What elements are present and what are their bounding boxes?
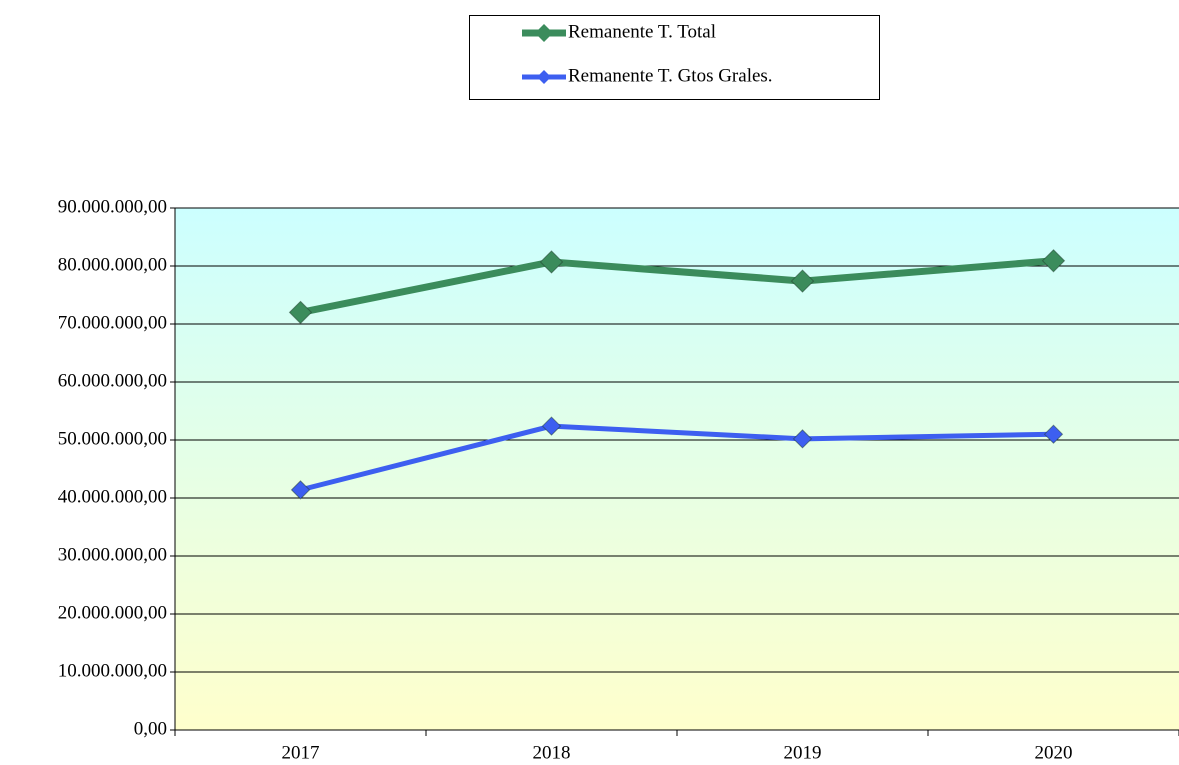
marker [1041,249,1066,273]
x-tick-label: 2020 [1035,742,1073,763]
x-tick-label: 2018 [533,742,571,763]
marker [790,269,815,293]
series-line [299,423,1054,493]
y-tick-label: 0,00 [134,718,167,739]
plot-area [175,208,1179,730]
marker [290,480,311,500]
y-tick-label: 30.000.000,00 [58,544,167,565]
x-tick-label: 2017 [282,742,320,763]
y-tick-label: 20.000.000,00 [58,602,167,623]
y-tick-label: 70.000.000,00 [58,312,167,333]
y-tick-label: 90.000.000,00 [58,196,167,217]
legend-marker [535,24,553,42]
legend-label: Remanente T. Total [568,21,716,42]
marker [541,416,562,436]
x-tick-label: 2019 [784,742,822,763]
legend-marker [537,70,551,84]
legend-label: Remanente T. Gtos Grales. [568,65,773,86]
series-line [299,257,1054,316]
y-tick-label: 50.000.000,00 [58,428,167,449]
marker [1043,424,1064,444]
marker [539,250,564,274]
marker [792,429,813,449]
y-tick-label: 10.000.000,00 [58,660,167,681]
y-tick-label: 80.000.000,00 [58,254,167,275]
marker [288,300,313,325]
y-tick-label: 60.000.000,00 [58,370,167,391]
y-tick-label: 40.000.000,00 [58,486,167,507]
